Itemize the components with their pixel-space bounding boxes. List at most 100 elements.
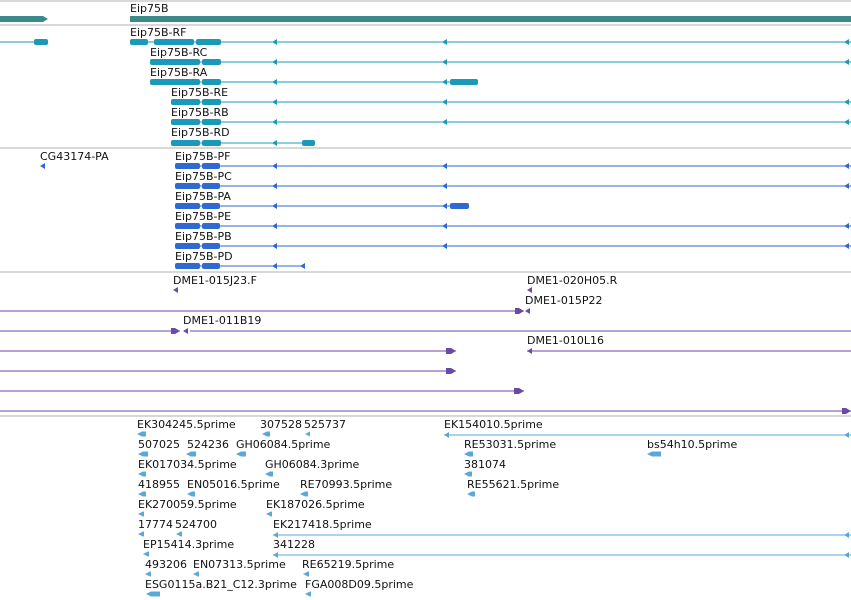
est-label: FGA008D09.5prime [305, 578, 414, 591]
strand-chevron [844, 99, 849, 105]
strand-chevron [844, 552, 849, 558]
strand-chevron [442, 163, 447, 169]
protein-exon [175, 163, 200, 169]
strand-chevron [272, 119, 277, 125]
strand-chevron [272, 79, 277, 85]
est-feature [138, 471, 146, 477]
est-label: ESG0115a.B21_C12.3prime [145, 578, 297, 591]
est-feature [176, 531, 182, 537]
est-feature [138, 451, 148, 457]
est-label: RE65219.5prime [302, 558, 394, 571]
protein-label: Eip75B-PD [175, 250, 233, 263]
protein-exon [175, 203, 200, 209]
transcript-exon [202, 119, 221, 125]
est-label: 493206 [145, 558, 187, 571]
protein-exon [175, 183, 200, 189]
transcript-label: Eip75B-RA [150, 66, 208, 79]
protein-exon [202, 263, 220, 269]
strand-chevron [844, 532, 849, 538]
est-feature [143, 551, 149, 557]
strand-chevron [444, 432, 449, 438]
gene-bar-left [0, 16, 48, 22]
est-feature [464, 471, 472, 477]
strand-chevron [844, 223, 849, 229]
transcript-label: Eip75B-RB [171, 106, 229, 119]
est-feature [265, 471, 273, 477]
transcript-exon [302, 140, 315, 146]
clone-end [514, 388, 524, 394]
clone-end [446, 368, 456, 374]
clone-marker [173, 287, 178, 293]
protein-exon [450, 203, 469, 209]
strand-chevron [442, 203, 447, 209]
gene-label: Eip75B [130, 2, 169, 15]
clone-end [446, 348, 456, 354]
transcript-exon [202, 99, 221, 105]
est-label: 17774 [138, 518, 173, 531]
clone-marker [527, 287, 532, 293]
est-label: EK270059.5prime [138, 498, 237, 511]
strand-chevron [442, 39, 447, 45]
strand-chevron [844, 119, 849, 125]
gene-bar-eip75b[interactable] [130, 16, 851, 22]
transcript-exon [171, 119, 200, 125]
est-label: EP15414.3prime [143, 538, 234, 551]
strand-chevron [442, 99, 447, 105]
est-feature [647, 451, 661, 457]
est-label: 418955 [138, 478, 180, 491]
transcript-label: Eip75B-RF [130, 26, 186, 39]
protein-marker [40, 163, 45, 169]
est-label: RE70993.5prime [300, 478, 392, 491]
transcript-exon [450, 79, 478, 85]
protein-label: Eip75B-PB [175, 230, 232, 243]
clone-label: DME1-010L16 [527, 334, 604, 347]
strand-chevron [272, 183, 277, 189]
est-label: 307528 [260, 418, 302, 431]
est-feature [146, 591, 160, 597]
clone-marker [525, 308, 530, 314]
est-label: 524700 [175, 518, 217, 531]
protein-label: Eip75B-PF [175, 150, 230, 163]
protein-label: Eip75B-PC [175, 170, 232, 183]
protein-exon [175, 243, 200, 249]
strand-chevron [844, 432, 849, 438]
transcript-label: Eip75B-RC [150, 46, 208, 59]
clone-label: DME1-020H05.R [527, 274, 618, 287]
est-label: 381074 [464, 458, 506, 471]
est-label: EN07313.5prime [193, 558, 286, 571]
protein-exon [202, 223, 220, 229]
transcript-exon [130, 39, 148, 45]
protein-label: Eip75B-PA [175, 190, 231, 203]
est-feature [303, 571, 309, 577]
est-feature [305, 431, 310, 437]
clone-end [515, 308, 524, 314]
protein-exon [202, 163, 220, 169]
est-label: EK017034.5prime [138, 458, 237, 471]
est-label: EK187026.5prime [266, 498, 365, 511]
protein-exon [202, 203, 220, 209]
est-feature [138, 491, 146, 497]
strand-chevron [272, 203, 277, 209]
est-feature [266, 511, 272, 517]
strand-chevron [442, 59, 447, 65]
est-label: GH06084.3prime [265, 458, 360, 471]
strand-chevron [442, 223, 447, 229]
clone-label: DME1-011B19 [183, 314, 261, 327]
est-feature [236, 451, 246, 457]
clone-label: DME1-015J23.F [173, 274, 257, 287]
strand-chevron [272, 243, 277, 249]
strand-chevron [442, 79, 447, 85]
strand-chevron [272, 59, 277, 65]
strand-chevron [272, 263, 277, 269]
est-label: EK154010.5prime [444, 418, 543, 431]
transcript-label: Eip75B-RE [171, 86, 228, 99]
est-label: RE53031.5prime [464, 438, 556, 451]
transcript-exon [154, 39, 194, 45]
est-feature [186, 451, 196, 457]
est-feature [467, 491, 475, 497]
transcript-label: Eip75B-RD [171, 126, 230, 139]
est-feature [193, 571, 199, 577]
est-label: GH06084.5prime [236, 438, 331, 451]
est-label: 524236 [187, 438, 229, 451]
